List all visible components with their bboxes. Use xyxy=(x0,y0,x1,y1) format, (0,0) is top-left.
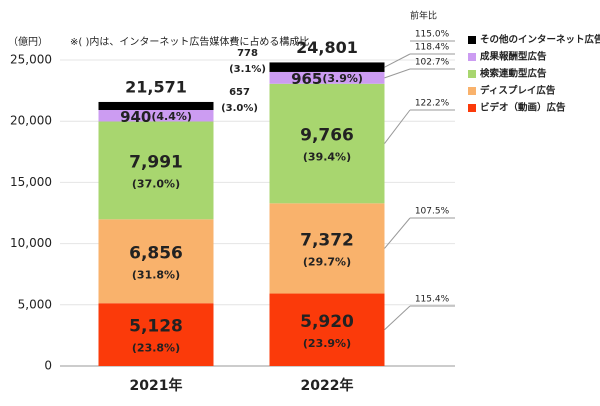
y-tick-label: 5,000 xyxy=(18,297,52,311)
yoy-leader xyxy=(384,217,411,249)
share-label: (3.1%) xyxy=(229,64,266,75)
value-number: 965 xyxy=(291,69,322,87)
y-tick-label: 15,000 xyxy=(10,175,52,189)
yoy-header: 前年比 xyxy=(410,10,437,22)
yoy-label: 122.2% xyxy=(415,99,450,109)
y-tick-label: 20,000 xyxy=(10,114,52,128)
value-label: 9,766 xyxy=(300,126,354,146)
legend-label: ディスプレイ広告 xyxy=(480,85,556,97)
value-label: 6,856 xyxy=(129,243,183,263)
value-label: 5,920 xyxy=(300,312,354,332)
total-label: 24,801 xyxy=(296,38,358,57)
bar-segment xyxy=(98,101,214,111)
share-label: (29.7%) xyxy=(303,255,351,268)
legend-label: ビデオ（動画）広告 xyxy=(480,102,566,114)
bar-segment xyxy=(269,293,385,366)
bar-segment xyxy=(98,121,214,220)
value-label: 778 xyxy=(237,48,258,59)
bar-segment xyxy=(269,83,385,204)
value-label: 5,128 xyxy=(129,317,183,337)
share-label: (39.4%) xyxy=(303,151,351,164)
value-label: 657 xyxy=(229,87,250,98)
bar-segment xyxy=(98,303,214,366)
legend-label: 成果報酬型広告 xyxy=(480,51,547,63)
value-label: 7,372 xyxy=(300,230,354,250)
share-label: (23.8%) xyxy=(132,342,180,355)
legend-swatch xyxy=(468,104,476,112)
value-number: 940 xyxy=(120,107,151,125)
yoy-leader xyxy=(384,68,411,79)
share-label: (4.4%) xyxy=(151,110,192,123)
legend-swatch xyxy=(468,70,476,78)
bar-segment xyxy=(269,62,385,72)
yoy-label: 118.4% xyxy=(415,43,450,53)
yoy-label: 107.5% xyxy=(415,207,450,217)
value-label: 940(4.4%) xyxy=(120,107,192,125)
total-label: 21,571 xyxy=(125,77,187,96)
legend-swatch xyxy=(468,53,476,61)
share-label: (37.0%) xyxy=(132,177,180,190)
x-tick-label: 2022年 xyxy=(301,377,354,394)
legend-swatch xyxy=(468,36,476,44)
value-label: 965(3.9%) xyxy=(291,69,363,87)
yoy-label: 115.4% xyxy=(415,295,450,305)
x-tick-label: 2021年 xyxy=(130,377,183,394)
yoy-leader xyxy=(384,109,411,144)
bar-segment xyxy=(98,110,214,122)
legend-label: 検索連動型広告 xyxy=(480,68,547,80)
yoy-label: 102.7% xyxy=(415,58,450,68)
note: ※( )内は、インターネット広告媒体費に占める構成比 xyxy=(70,35,309,48)
bar-segment xyxy=(269,71,385,84)
share-label: (31.8%) xyxy=(132,268,180,281)
bar-segment xyxy=(98,219,214,304)
share-label: (3.9%) xyxy=(322,72,363,85)
yoy-label: 115.0% xyxy=(415,30,450,40)
y-tick-label: 0 xyxy=(44,359,52,373)
value-label: 7,991 xyxy=(129,152,183,172)
share-label: (3.0%) xyxy=(221,103,258,114)
share-label: (23.9%) xyxy=(303,337,351,350)
yoy-leader xyxy=(384,305,411,331)
legend-swatch xyxy=(468,87,476,95)
bar-segment xyxy=(269,203,385,294)
legend-label: その他のインターネット広告 xyxy=(480,34,600,46)
y-unit-label: （億円） xyxy=(8,35,48,48)
yoy-leader xyxy=(384,53,411,68)
y-tick-label: 25,000 xyxy=(10,53,52,67)
y-tick-label: 10,000 xyxy=(10,236,52,250)
